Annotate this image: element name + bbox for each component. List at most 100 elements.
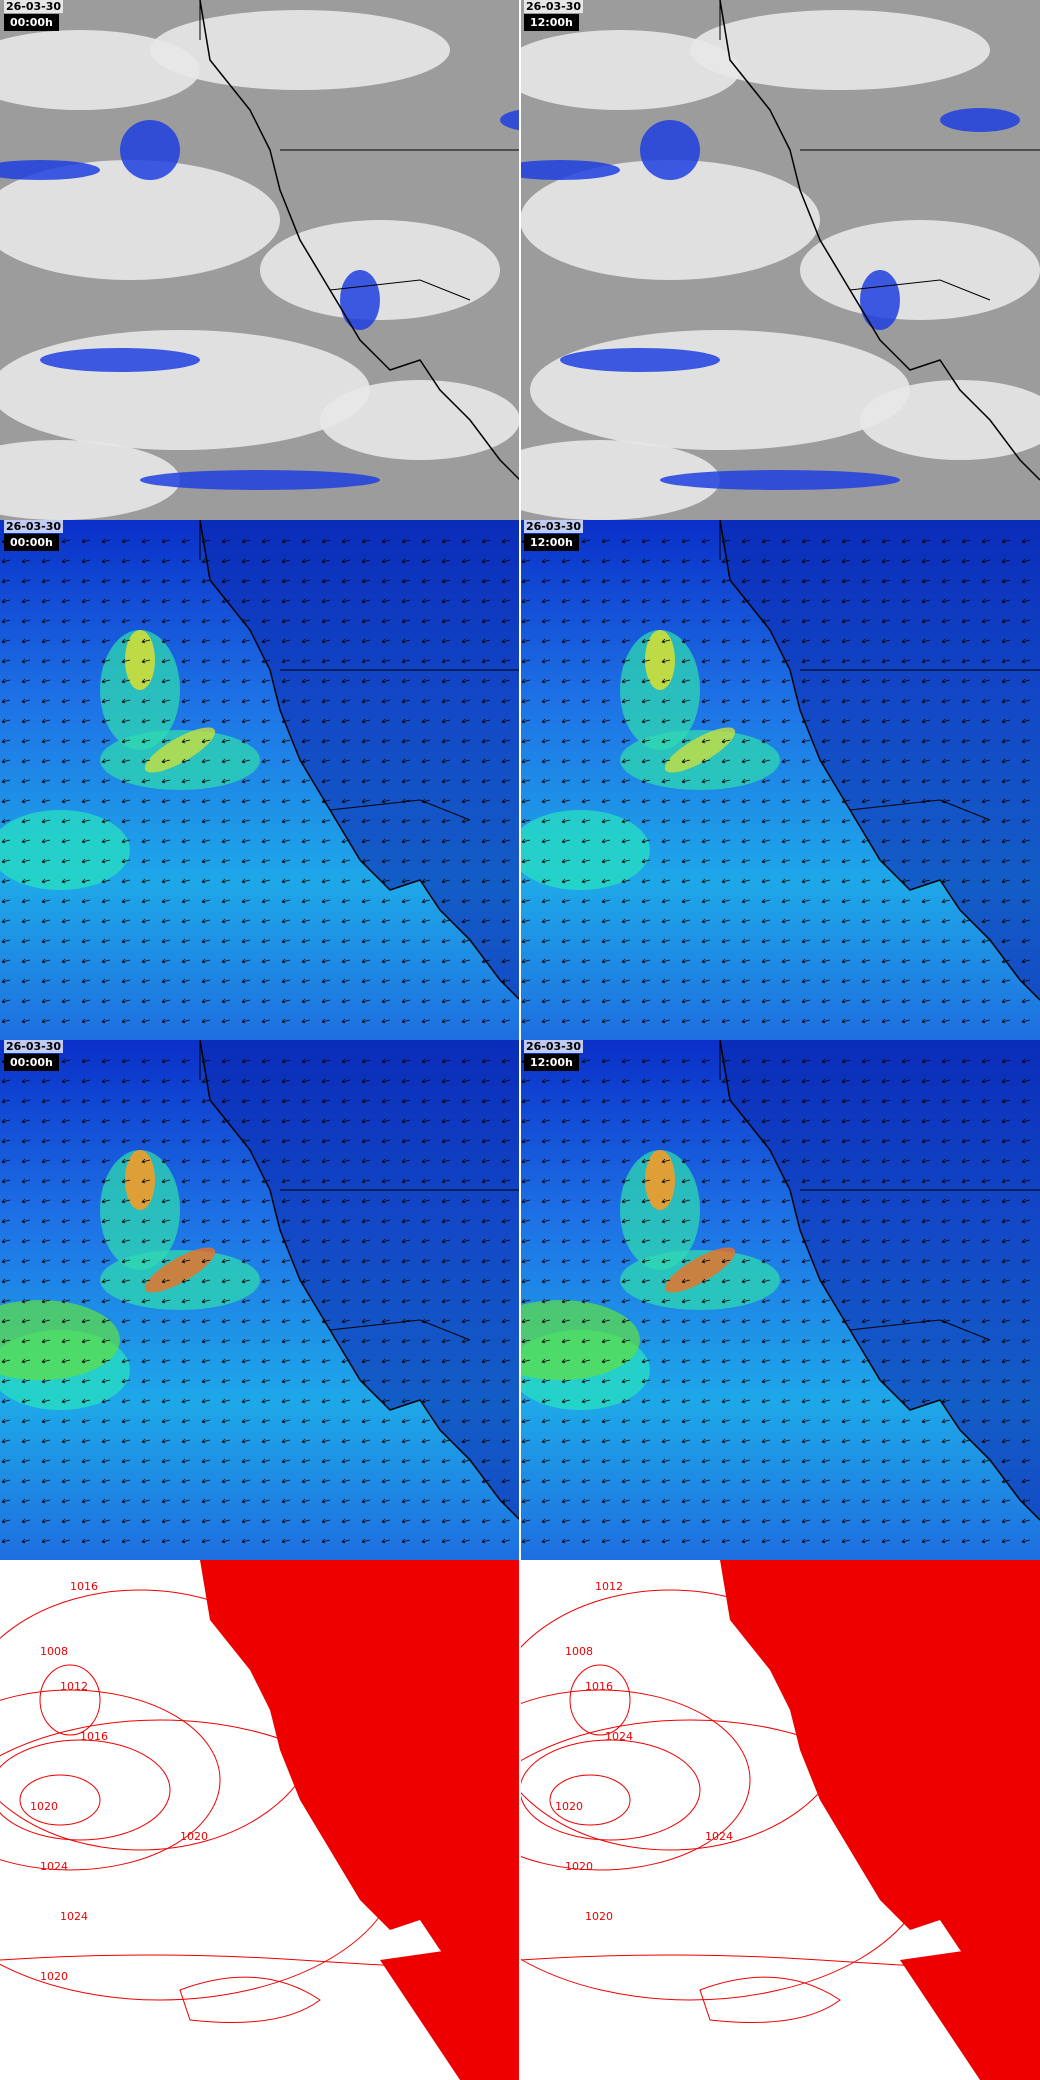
wind-arrow — [221, 718, 231, 724]
wind-arrow — [381, 1538, 391, 1544]
wind-arrow — [381, 1378, 391, 1384]
wind-arrow — [81, 1018, 91, 1024]
wind-arrow — [561, 1538, 571, 1544]
wind-arrow — [41, 1238, 51, 1244]
wind-arrow — [341, 1158, 351, 1164]
wind-arrow — [301, 878, 311, 884]
wind-arrow — [141, 1078, 151, 1084]
wind-arrow — [341, 918, 351, 924]
wind-arrow — [21, 778, 31, 784]
wind-arrow — [181, 1318, 191, 1324]
wind-arrow — [1, 1218, 11, 1224]
wind-arrow — [441, 1478, 451, 1484]
wind-arrow — [361, 1538, 371, 1544]
wind-arrow — [881, 538, 891, 544]
wind-arrow — [21, 1198, 31, 1204]
wind-arrow — [781, 1238, 791, 1244]
wind-arrow — [481, 718, 491, 724]
wind-arrow — [1021, 1178, 1031, 1184]
wind-arrow — [721, 1158, 731, 1164]
wind-arrow — [481, 1318, 491, 1324]
wind-arrow — [981, 658, 991, 664]
wind-arrow — [1001, 678, 1011, 684]
wind-arrow — [1, 1078, 11, 1084]
wind-arrow — [541, 758, 551, 764]
wind-arrow — [141, 898, 151, 904]
wind-arrow — [161, 1378, 171, 1384]
wind-arrow — [661, 538, 671, 544]
wind-arrow — [301, 978, 311, 984]
wind-arrow — [81, 1518, 91, 1524]
wind-arrow — [281, 1498, 291, 1504]
wind-arrow — [721, 778, 731, 784]
wind-arrow — [921, 898, 931, 904]
wind-arrow — [181, 818, 191, 824]
wind-arrow — [561, 838, 571, 844]
wind-arrow — [621, 678, 631, 684]
wind-arrow — [701, 538, 711, 544]
wind-arrow — [901, 1358, 911, 1364]
wind-arrow — [381, 1278, 391, 1284]
wind-arrow — [141, 998, 151, 1004]
wind-arrow — [181, 1158, 191, 1164]
wind-arrow — [541, 1078, 551, 1084]
wind-arrow — [1001, 1158, 1011, 1164]
wind-arrow — [961, 858, 971, 864]
wind-arrow — [561, 1138, 571, 1144]
wind-arrow — [201, 1358, 211, 1364]
wind-arrow — [841, 718, 851, 724]
wind-arrow — [941, 678, 951, 684]
wind-arrow — [441, 558, 451, 564]
wind-arrow — [961, 1098, 971, 1104]
wind-arrow — [421, 1298, 431, 1304]
wind-arrow — [921, 1338, 931, 1344]
wind-arrow — [801, 738, 811, 744]
wind-arrow — [881, 1418, 891, 1424]
wind-arrow — [821, 758, 831, 764]
wind-arrow — [321, 1118, 331, 1124]
wind-arrow — [821, 538, 831, 544]
wind-arrow — [421, 898, 431, 904]
wind-arrow — [81, 918, 91, 924]
wind-arrow — [721, 1398, 731, 1404]
wind-arrow — [1001, 858, 1011, 864]
wind-arrow — [1021, 938, 1031, 944]
wind-arrow — [901, 638, 911, 644]
wind-arrow — [1001, 698, 1011, 704]
wind-arrow — [101, 738, 111, 744]
wind-arrow — [981, 978, 991, 984]
wind-arrow — [921, 978, 931, 984]
wind-arrow — [401, 1198, 411, 1204]
wind-arrow — [701, 1238, 711, 1244]
wind-arrow — [181, 838, 191, 844]
wind-arrow — [361, 1178, 371, 1184]
time-label: 12:00h — [524, 534, 579, 551]
wind-arrow — [881, 978, 891, 984]
precip — [660, 470, 900, 490]
wind-arrow — [1, 558, 11, 564]
wind-arrow — [981, 1158, 991, 1164]
wind-arrow — [561, 798, 571, 804]
wind-arrow — [961, 1538, 971, 1544]
wind-arrow — [721, 578, 731, 584]
wind-arrow — [701, 1358, 711, 1364]
wind-arrow — [101, 1478, 111, 1484]
wind-arrow — [321, 738, 331, 744]
wind-arrow — [841, 618, 851, 624]
wind-arrow — [621, 1298, 631, 1304]
wind-arrow — [801, 1138, 811, 1144]
wind-arrow — [81, 1178, 91, 1184]
wind-arrow — [821, 1138, 831, 1144]
wind-arrow — [441, 958, 451, 964]
wind-arrow — [561, 1438, 571, 1444]
time-label: 00:00h — [4, 1054, 59, 1071]
wind-arrow — [901, 958, 911, 964]
wind-arrow — [581, 758, 591, 764]
wind-arrow — [621, 1458, 631, 1464]
wind-arrow — [881, 598, 891, 604]
wind-arrow — [341, 758, 351, 764]
wind-arrow — [61, 858, 71, 864]
wind-arrow — [101, 778, 111, 784]
wind-arrow — [441, 718, 451, 724]
wind-arrow — [721, 1278, 731, 1284]
